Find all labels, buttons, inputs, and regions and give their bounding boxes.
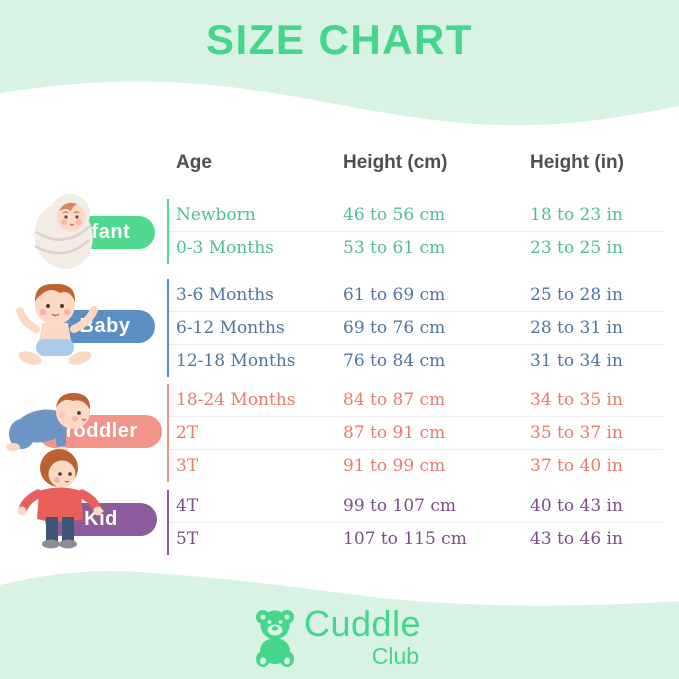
table-row: 5T 107 to 115 cm 43 to 46 in bbox=[169, 522, 663, 555]
height-in-cell: 37 to 40 in bbox=[530, 456, 623, 476]
table-row: 3-6 Months 61 to 69 cm 25 to 28 in bbox=[169, 279, 663, 311]
table-row: 2T 87 to 91 cm 35 to 37 in bbox=[169, 416, 663, 449]
brand-logo: Cuddle Club bbox=[250, 606, 421, 668]
height-in-cell: 18 to 23 in bbox=[530, 205, 623, 225]
kid-badge-label: Kid bbox=[84, 508, 118, 530]
age-cell: 6-12 Months bbox=[176, 318, 285, 338]
standing-kid-illustration bbox=[17, 449, 103, 549]
baby-rows: 3-6 Months 61 to 69 cm 25 to 28 in 6-12 … bbox=[167, 279, 663, 377]
swaddled-infant-illustration bbox=[34, 194, 93, 269]
height-cm-cell: 91 to 99 cm bbox=[343, 456, 446, 476]
height-in-cell: 34 to 35 in bbox=[530, 390, 623, 410]
height-in-cell: 43 to 46 in bbox=[530, 529, 623, 549]
height-cm-cell: 69 to 76 cm bbox=[343, 318, 446, 338]
table-row: 18-24 Months 84 to 87 cm 34 to 35 in bbox=[169, 384, 663, 416]
age-cell: 3T bbox=[176, 456, 199, 476]
crawling-toddler-illustration bbox=[6, 392, 91, 454]
height-cm-cell: 53 to 61 cm bbox=[343, 238, 446, 258]
page-title: SIZE CHART bbox=[206, 16, 473, 63]
age-cell: 4T bbox=[176, 496, 199, 516]
age-cell: 12-18 Months bbox=[176, 351, 296, 371]
sitting-baby-illustration bbox=[16, 283, 98, 365]
height-cm-cell: 99 to 107 cm bbox=[343, 496, 456, 516]
height-cm-cell: 61 to 69 cm bbox=[343, 285, 446, 305]
height-in-cell: 23 to 25 in bbox=[530, 238, 623, 258]
teddy-bear-icon bbox=[256, 610, 294, 667]
brand-logo-text: Cuddle Club bbox=[304, 606, 421, 668]
column-header-height-cm: Height (cm) bbox=[343, 152, 448, 173]
height-in-cell: 28 to 31 in bbox=[530, 318, 623, 338]
age-cell: Newborn bbox=[176, 205, 256, 225]
height-cm-cell: 84 to 87 cm bbox=[343, 390, 446, 410]
height-in-cell: 40 to 43 in bbox=[530, 496, 623, 516]
column-header-age: Age bbox=[176, 152, 212, 173]
table-row: 3T 91 to 99 cm 37 to 40 in bbox=[169, 449, 663, 482]
age-cell: 18-24 Months bbox=[176, 390, 296, 410]
age-cell: 0-3 Months bbox=[176, 238, 274, 258]
age-cell: 5T bbox=[176, 529, 199, 549]
column-header-height-in: Height (in) bbox=[530, 152, 624, 173]
size-group-baby: Baby 3-6 Months 61 to 69 cm 25 to 28 in bbox=[0, 279, 679, 377]
size-group-kid: Kid 4T 99 to 107 cm 40 to 43 in bbox=[0, 449, 679, 555]
height-cm-cell: 46 to 56 cm bbox=[343, 205, 446, 225]
height-cm-cell: 87 to 91 cm bbox=[343, 423, 446, 443]
size-group-infant: Infant Newborn 46 to 56 cm 18 to 23 in bbox=[0, 194, 679, 269]
height-in-cell: 35 to 37 in bbox=[530, 423, 623, 443]
height-in-cell: 25 to 28 in bbox=[530, 285, 623, 305]
table-row: 12-18 Months 76 to 84 cm 31 to 34 in bbox=[169, 344, 663, 377]
kid-rows: 4T 99 to 107 cm 40 to 43 in 5T 107 to 11… bbox=[167, 490, 663, 555]
table-row: 6-12 Months 69 to 76 cm 28 to 31 in bbox=[169, 311, 663, 344]
height-in-cell: 31 to 34 in bbox=[530, 351, 623, 371]
table-row: 0-3 Months 53 to 61 cm 23 to 25 in bbox=[169, 231, 663, 264]
brand-name-sub: Club bbox=[371, 643, 420, 669]
height-cm-cell: 76 to 84 cm bbox=[343, 351, 446, 371]
table-row: 4T 99 to 107 cm 40 to 43 in bbox=[169, 490, 663, 522]
age-cell: 2T bbox=[176, 423, 199, 443]
age-cell: 3-6 Months bbox=[176, 285, 274, 305]
height-cm-cell: 107 to 115 cm bbox=[343, 529, 467, 549]
infant-rows: Newborn 46 to 56 cm 18 to 23 in 0-3 Mont… bbox=[167, 199, 663, 264]
table-row: Newborn 46 to 56 cm 18 to 23 in bbox=[169, 199, 663, 231]
toddler-rows: 18-24 Months 84 to 87 cm 34 to 35 in 2T … bbox=[167, 384, 663, 482]
brand-name: Cuddle bbox=[304, 603, 422, 644]
size-group-toddler: Toddler 18-24 Months 84 to 87 cm 34 to 3… bbox=[0, 384, 679, 482]
